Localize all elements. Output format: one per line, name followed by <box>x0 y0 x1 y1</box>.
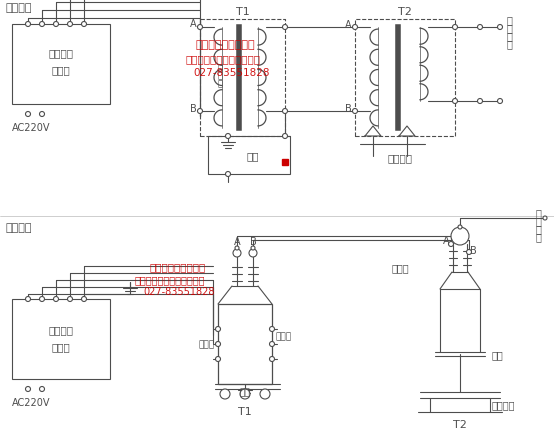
Circle shape <box>269 342 274 347</box>
Circle shape <box>269 357 274 362</box>
Text: 压: 压 <box>507 23 513 33</box>
Circle shape <box>497 99 502 104</box>
Circle shape <box>25 387 30 391</box>
Circle shape <box>25 23 30 27</box>
Circle shape <box>39 387 44 391</box>
Circle shape <box>260 389 270 399</box>
Bar <box>218 304 272 384</box>
Circle shape <box>249 250 257 257</box>
Circle shape <box>449 242 454 247</box>
Text: AC220V: AC220V <box>12 123 50 133</box>
Text: B: B <box>345 104 352 114</box>
Text: 高: 高 <box>507 15 513 25</box>
Circle shape <box>466 250 471 255</box>
Circle shape <box>453 26 458 30</box>
Circle shape <box>453 99 458 104</box>
Text: 控制箱: 控制箱 <box>52 341 70 351</box>
Text: B: B <box>470 246 477 256</box>
Text: 接地: 接地 <box>240 387 250 396</box>
Circle shape <box>216 357 220 362</box>
Text: 输: 输 <box>536 224 542 233</box>
Text: B: B <box>250 237 257 247</box>
Circle shape <box>478 26 483 30</box>
Text: 出: 出 <box>507 39 513 49</box>
Text: T2: T2 <box>398 7 412 17</box>
Text: 测量: 测量 <box>247 151 259 161</box>
Circle shape <box>233 250 241 257</box>
Circle shape <box>225 134 230 139</box>
Text: 控制箱: 控制箱 <box>52 65 70 75</box>
Circle shape <box>497 26 502 30</box>
Bar <box>12 299 110 379</box>
Text: 输出测量: 输出测量 <box>49 324 74 334</box>
Text: B: B <box>190 104 197 114</box>
Text: 027-83551828: 027-83551828 <box>193 68 269 78</box>
Circle shape <box>543 217 547 220</box>
Circle shape <box>220 389 230 399</box>
Circle shape <box>25 297 30 302</box>
Text: 输: 输 <box>507 31 513 41</box>
Circle shape <box>251 247 255 250</box>
Text: 接线柱: 接线柱 <box>391 263 409 273</box>
Text: 干式试验变压器厂家: 干式试验变压器厂家 <box>195 40 255 50</box>
Circle shape <box>81 23 86 27</box>
Circle shape <box>283 134 288 139</box>
Text: 武汉凯迪正大电气有限公司: 武汉凯迪正大电气有限公司 <box>185 54 260 64</box>
Text: 绝缘支架: 绝缘支架 <box>387 153 413 163</box>
Circle shape <box>39 23 44 27</box>
Circle shape <box>68 23 73 27</box>
Text: 接线图：: 接线图： <box>5 223 32 233</box>
Text: 托盘: 托盘 <box>492 349 504 359</box>
Text: 出: 出 <box>536 231 542 241</box>
Text: 027-83551828: 027-83551828 <box>143 286 214 296</box>
Circle shape <box>458 226 462 230</box>
Text: T2: T2 <box>453 419 467 429</box>
Circle shape <box>39 112 44 117</box>
Circle shape <box>216 327 220 332</box>
Text: A: A <box>234 237 240 247</box>
Circle shape <box>81 297 86 302</box>
Text: 输: 输 <box>218 63 223 72</box>
Circle shape <box>283 26 288 30</box>
Circle shape <box>54 23 59 27</box>
Text: A: A <box>345 20 352 30</box>
Bar <box>208 137 290 174</box>
Circle shape <box>216 342 220 347</box>
Text: 电气绝缘强度测试区: 电气绝缘强度测试区 <box>150 261 206 271</box>
Text: 输出测量: 输出测量 <box>49 48 74 58</box>
Text: 测量端: 测量端 <box>275 332 291 341</box>
Circle shape <box>283 109 288 114</box>
Circle shape <box>25 112 30 117</box>
Circle shape <box>269 327 274 332</box>
Text: 输入端: 输入端 <box>199 340 215 349</box>
Text: 绝缘支架: 绝缘支架 <box>492 399 516 409</box>
Circle shape <box>235 247 239 250</box>
Text: T1: T1 <box>236 7 250 17</box>
Bar <box>12 25 110 105</box>
Text: T1: T1 <box>238 406 252 416</box>
Circle shape <box>68 297 73 302</box>
Text: A: A <box>191 19 197 29</box>
Circle shape <box>54 297 59 302</box>
Circle shape <box>451 227 469 246</box>
Text: A: A <box>443 236 450 246</box>
Circle shape <box>352 26 357 30</box>
Text: 压: 压 <box>536 216 542 226</box>
Circle shape <box>478 99 483 104</box>
Text: 原理图：: 原理图： <box>5 3 32 13</box>
Text: 端: 端 <box>218 79 223 88</box>
Circle shape <box>225 172 230 177</box>
Text: AC220V: AC220V <box>12 397 50 407</box>
Text: 高: 高 <box>536 207 542 217</box>
Circle shape <box>352 109 357 114</box>
Text: 武汉凯迪正大电气有限公司: 武汉凯迪正大电气有限公司 <box>135 274 206 284</box>
Circle shape <box>197 26 203 30</box>
Circle shape <box>197 109 203 114</box>
Text: 入: 入 <box>218 71 223 80</box>
Circle shape <box>240 389 250 399</box>
Circle shape <box>39 297 44 302</box>
